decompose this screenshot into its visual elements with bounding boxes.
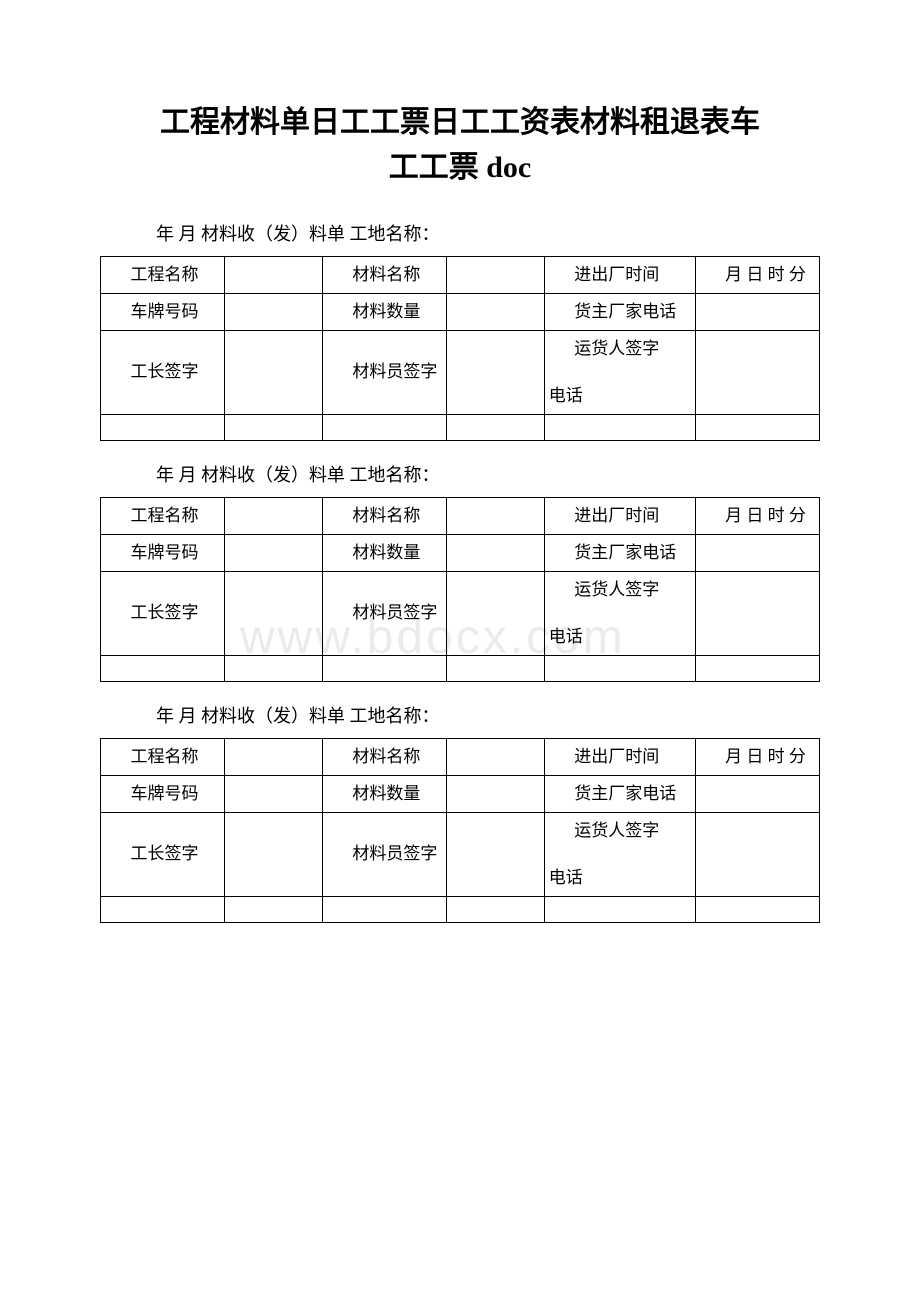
cell-empty	[225, 775, 323, 812]
cell-carrier-sign-phone: 运货人签字电话	[544, 812, 695, 896]
cell-project-name: 工程名称	[101, 738, 225, 775]
table-row: 工长签字 材料员签字 运货人签字电话	[101, 812, 820, 896]
cell-empty	[447, 497, 545, 534]
cell-empty	[544, 414, 695, 440]
cell-empty	[225, 655, 323, 681]
cell-empty	[695, 655, 819, 681]
cell-material-qty: 材料数量	[322, 293, 446, 330]
cell-carrier-sign-phone: 运货人签字电话	[544, 571, 695, 655]
cell-empty	[447, 896, 545, 922]
cell-empty	[322, 414, 446, 440]
cell-empty	[225, 812, 323, 896]
cell-foreman-sign: 工长签字	[101, 812, 225, 896]
cell-project-name: 工程名称	[101, 497, 225, 534]
cell-material-name: 材料名称	[322, 497, 446, 534]
title-line-2: 工工票 doc	[100, 145, 820, 190]
cell-empty	[101, 655, 225, 681]
cell-material-name: 材料名称	[322, 738, 446, 775]
cell-carrier-sign-phone: 运货人签字电话	[544, 330, 695, 414]
cell-date-time: 月 日 时 分	[695, 738, 819, 775]
cell-material-qty: 材料数量	[322, 534, 446, 571]
cell-empty	[695, 896, 819, 922]
cell-material-qty: 材料数量	[322, 775, 446, 812]
table-row: 车牌号码 材料数量 货主厂家电话	[101, 534, 820, 571]
cell-plate-number: 车牌号码	[101, 534, 225, 571]
table-row: 车牌号码 材料数量 货主厂家电话	[101, 775, 820, 812]
cell-empty	[322, 655, 446, 681]
cell-empty	[225, 293, 323, 330]
cell-empty	[225, 330, 323, 414]
cell-empty	[101, 414, 225, 440]
cell-material-sign: 材料员签字	[322, 330, 446, 414]
cell-material-name: 材料名称	[322, 257, 446, 294]
cell-empty	[225, 414, 323, 440]
cell-empty	[225, 257, 323, 294]
cell-owner-phone: 货主厂家电话	[544, 293, 695, 330]
table-row-empty	[101, 655, 820, 681]
cell-inout-time: 进出厂时间	[544, 257, 695, 294]
material-table-1: 工程名称 材料名称 进出厂时间 月 日 时 分 车牌号码 材料数量 货主厂家电话…	[100, 256, 820, 441]
cell-date-time: 月 日 时 分	[695, 257, 819, 294]
cell-material-sign: 材料员签字	[322, 812, 446, 896]
cell-material-sign: 材料员签字	[322, 571, 446, 655]
title-line-1: 工程材料单日工工票日工工资表材料租退表车	[100, 100, 820, 145]
table-row: 工程名称 材料名称 进出厂时间 月 日 时 分	[101, 257, 820, 294]
table-row-empty	[101, 414, 820, 440]
cell-empty	[447, 293, 545, 330]
cell-empty	[544, 896, 695, 922]
cell-plate-number: 车牌号码	[101, 293, 225, 330]
cell-inout-time: 进出厂时间	[544, 497, 695, 534]
table-row: 工程名称 材料名称 进出厂时间 月 日 时 分	[101, 497, 820, 534]
cell-empty	[695, 330, 819, 414]
cell-empty	[322, 896, 446, 922]
cell-empty	[695, 293, 819, 330]
cell-empty	[447, 775, 545, 812]
material-table-3: 工程名称 材料名称 进出厂时间 月 日 时 分 车牌号码 材料数量 货主厂家电话…	[100, 738, 820, 923]
cell-empty	[447, 257, 545, 294]
cell-empty	[101, 896, 225, 922]
cell-foreman-sign: 工长签字	[101, 571, 225, 655]
cell-empty	[225, 497, 323, 534]
cell-owner-phone: 货主厂家电话	[544, 775, 695, 812]
cell-empty	[225, 571, 323, 655]
cell-inout-time: 进出厂时间	[544, 738, 695, 775]
table-row: 车牌号码 材料数量 货主厂家电话	[101, 293, 820, 330]
document-content: 工程材料单日工工票日工工资表材料租退表车 工工票 doc 年 月 材料收（发）料…	[100, 100, 820, 923]
cell-empty	[225, 738, 323, 775]
cell-empty	[447, 655, 545, 681]
caption-2: 年 月 材料收（发）料单 工地名称：	[120, 461, 820, 487]
cell-empty	[447, 812, 545, 896]
cell-empty	[695, 534, 819, 571]
cell-empty	[695, 812, 819, 896]
cell-empty	[225, 896, 323, 922]
cell-empty	[447, 738, 545, 775]
cell-empty	[695, 414, 819, 440]
cell-empty	[447, 330, 545, 414]
section-3: 年 月 材料收（发）料单 工地名称： 工程名称 材料名称 进出厂时间 月 日 时…	[100, 702, 820, 923]
cell-empty	[447, 534, 545, 571]
section-2: 年 月 材料收（发）料单 工地名称： 工程名称 材料名称 进出厂时间 月 日 时…	[100, 461, 820, 682]
cell-plate-number: 车牌号码	[101, 775, 225, 812]
cell-empty	[695, 775, 819, 812]
cell-empty	[544, 655, 695, 681]
table-row: 工长签字 材料员签字 运货人签字电话	[101, 330, 820, 414]
cell-empty	[225, 534, 323, 571]
cell-foreman-sign: 工长签字	[101, 330, 225, 414]
material-table-2: 工程名称 材料名称 进出厂时间 月 日 时 分 车牌号码 材料数量 货主厂家电话…	[100, 497, 820, 682]
section-1: 年 月 材料收（发）料单 工地名称： 工程名称 材料名称 进出厂时间 月 日 时…	[100, 220, 820, 441]
cell-project-name: 工程名称	[101, 257, 225, 294]
cell-owner-phone: 货主厂家电话	[544, 534, 695, 571]
cell-date-time: 月 日 时 分	[695, 497, 819, 534]
cell-empty	[447, 414, 545, 440]
cell-empty	[447, 571, 545, 655]
table-row-empty	[101, 896, 820, 922]
page-title: 工程材料单日工工票日工工资表材料租退表车 工工票 doc	[100, 100, 820, 190]
table-row: 工程名称 材料名称 进出厂时间 月 日 时 分	[101, 738, 820, 775]
caption-1: 年 月 材料收（发）料单 工地名称：	[120, 220, 820, 246]
cell-empty	[695, 571, 819, 655]
table-row: 工长签字 材料员签字 运货人签字电话	[101, 571, 820, 655]
caption-3: 年 月 材料收（发）料单 工地名称：	[120, 702, 820, 728]
